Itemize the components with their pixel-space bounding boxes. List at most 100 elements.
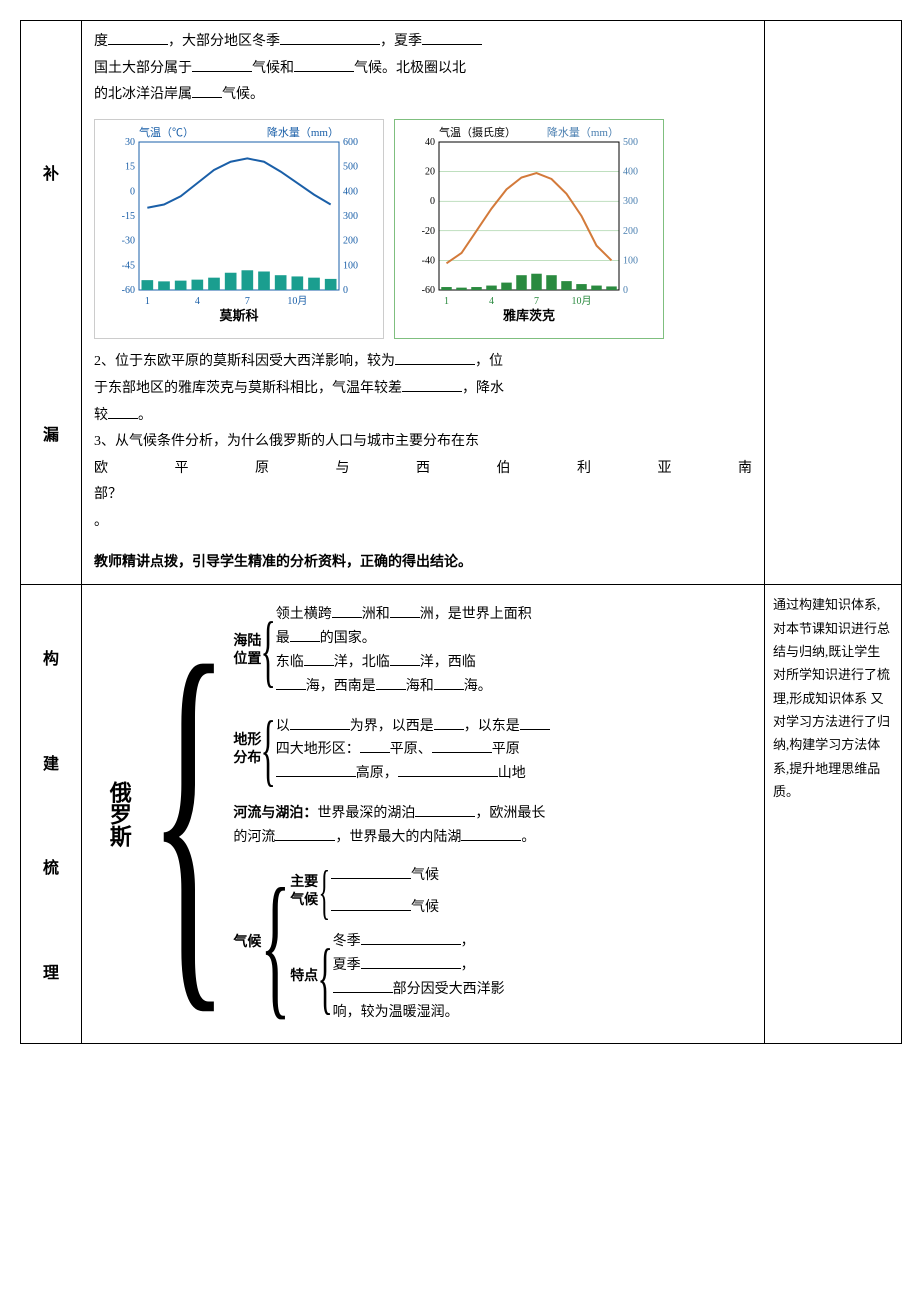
- label-char: 构: [43, 645, 59, 669]
- sub-branch-main-climate: 主要 气候 { 气候 气候: [290, 862, 504, 922]
- blank[interactable]: [376, 675, 406, 690]
- blank[interactable]: [461, 826, 521, 841]
- blank[interactable]: [331, 896, 411, 911]
- justified-line: 欧 平 原 与 西 伯 利 亚 南: [94, 456, 752, 483]
- blank[interactable]: [192, 57, 252, 72]
- svg-text:200: 200: [343, 235, 358, 246]
- svg-text:40: 40: [425, 137, 435, 148]
- label-char: 建: [43, 750, 59, 774]
- branch-label: 特点: [290, 968, 318, 986]
- blank[interactable]: [276, 675, 306, 690]
- svg-text:-45: -45: [122, 260, 135, 271]
- svg-text:10月: 10月: [287, 295, 307, 307]
- svg-text:7: 7: [534, 296, 539, 307]
- paragraph: 2、位于东欧平原的莫斯科因受大西洋影响，较为，位: [94, 349, 752, 376]
- svg-text:-40: -40: [422, 255, 435, 266]
- blank[interactable]: [108, 30, 168, 45]
- svg-text:-60: -60: [422, 285, 435, 296]
- blank[interactable]: [402, 377, 462, 392]
- chart-moscow: 气温（℃）降水量（mm）30150-15-30-45-6060050040030…: [94, 119, 384, 340]
- label-char: 梳: [43, 854, 59, 878]
- branch-sealand: 海陆 位置 { 领土横跨洲和洲，是世界上面积 最的国家。 东临洋，北临洋，西临 …: [233, 603, 549, 698]
- svg-text:1: 1: [444, 296, 449, 307]
- svg-text:4: 4: [195, 296, 200, 307]
- paragraph: 国土大部分属于气候和气候。北极圈以北: [94, 56, 752, 83]
- svg-text:-60: -60: [122, 285, 135, 296]
- svg-text:600: 600: [343, 137, 358, 148]
- blank[interactable]: [520, 715, 550, 730]
- svg-text:300: 300: [343, 211, 358, 222]
- svg-text:0: 0: [430, 196, 435, 207]
- section-label-goujian: 构 建 梳 理: [21, 585, 82, 1043]
- note-text: 通过构建知识体系,对本节课知识进行总结与归纳,既让学生对所学知识进行了梳理,形成…: [773, 597, 890, 799]
- blank[interactable]: [192, 83, 222, 98]
- svg-text:100: 100: [343, 260, 358, 271]
- blank[interactable]: [290, 715, 350, 730]
- brace-icon: {: [148, 603, 229, 1025]
- blank[interactable]: [333, 978, 393, 993]
- climate-chart-svg: 气温（摄氏度）降水量（mm）40200-20-40-60500400300200…: [399, 124, 659, 324]
- paragraph: 度，大部分地区冬季，夏季: [94, 29, 752, 56]
- blank[interactable]: [108, 404, 138, 419]
- paragraph: 部？: [94, 482, 752, 509]
- svg-text:30: 30: [125, 137, 135, 148]
- blank[interactable]: [432, 738, 492, 753]
- section-goujian: 构 建 梳 理 俄罗斯 { 海陆 位置 { 领土横跨洲和洲，是世界上面积 最的国…: [21, 585, 901, 1043]
- climate-chart-svg: 气温（℃）降水量（mm）30150-15-30-45-6060050040030…: [99, 124, 379, 324]
- branch-content: 气候 气候: [331, 864, 439, 920]
- svg-text:15: 15: [125, 161, 135, 172]
- svg-text:10月: 10月: [572, 295, 592, 307]
- branch-content: 冬季， 夏季， 部分因受大西洋影 响，较为温暖湿润。: [333, 930, 505, 1025]
- margin-notes: 通过构建知识体系,对本节课知识进行总结与归纳,既让学生对所学知识进行了梳理,形成…: [765, 585, 901, 1043]
- svg-text:300: 300: [623, 196, 638, 207]
- branch-list: 海陆 位置 { 领土横跨洲和洲，是世界上面积 最的国家。 东临洋，北临洋，西临 …: [233, 603, 549, 1025]
- svg-text:400: 400: [343, 186, 358, 197]
- blank[interactable]: [280, 30, 380, 45]
- brace-icon: {: [261, 710, 276, 790]
- blank[interactable]: [361, 954, 461, 969]
- blank[interactable]: [331, 864, 411, 879]
- label-char: 补: [43, 160, 59, 184]
- paragraph: 。: [94, 509, 752, 536]
- blank[interactable]: [390, 651, 420, 666]
- branch-label: 气候: [233, 934, 261, 952]
- svg-text:500: 500: [343, 161, 358, 172]
- svg-text:降水量（mm）: 降水量（mm）: [547, 125, 619, 139]
- blank[interactable]: [275, 826, 335, 841]
- blank[interactable]: [360, 738, 390, 753]
- blank[interactable]: [395, 350, 475, 365]
- paragraph: 3、从气候条件分析，为什么俄罗斯的人口与城市主要分布在东: [94, 429, 752, 456]
- blank[interactable]: [434, 675, 464, 690]
- svg-text:0: 0: [623, 285, 628, 296]
- blank[interactable]: [276, 762, 356, 777]
- blank[interactable]: [332, 603, 362, 618]
- blank[interactable]: [434, 715, 464, 730]
- section-content: 俄罗斯 { 海陆 位置 { 领土横跨洲和洲，是世界上面积 最的国家。 东临洋，北…: [82, 585, 765, 1043]
- svg-text:雅库茨克: 雅库茨克: [503, 308, 555, 323]
- branch-label: 海陆 位置: [233, 633, 261, 669]
- blank[interactable]: [422, 30, 482, 45]
- svg-text:-20: -20: [422, 226, 435, 237]
- blank[interactable]: [398, 762, 498, 777]
- svg-text:7: 7: [245, 296, 250, 307]
- branch-rivers: 河流与湖泊：世界最深的湖泊，欧洲最长 的河流，世界最大的内陆湖。: [233, 802, 549, 850]
- brace-icon: {: [319, 862, 331, 922]
- svg-text:1: 1: [145, 296, 150, 307]
- section-content: 度，大部分地区冬季，夏季 国土大部分属于气候和气候。北极圈以北 的北冰洋沿岸属气…: [82, 21, 765, 584]
- sub-branch-list: 主要 气候 { 气候 气候 特点 {: [290, 862, 504, 1025]
- svg-text:0: 0: [130, 186, 135, 197]
- blank[interactable]: [294, 57, 354, 72]
- concept-map: 俄罗斯 { 海陆 位置 { 领土横跨洲和洲，是世界上面积 最的国家。 东临洋，北…: [94, 603, 752, 1025]
- blank[interactable]: [304, 651, 334, 666]
- charts-row: 气温（℃）降水量（mm）30150-15-30-45-6060050040030…: [94, 119, 752, 340]
- blank[interactable]: [415, 802, 475, 817]
- blank[interactable]: [390, 603, 420, 618]
- svg-text:100: 100: [623, 255, 638, 266]
- blank[interactable]: [290, 627, 320, 642]
- branch-terrain: 地形 分布 { 以为界，以西是，以东是 四大地形区：平原、平原 高原，山地: [233, 710, 549, 790]
- worksheet-page: 补 漏 度，大部分地区冬季，夏季 国土大部分属于气候和气候。北极圈以北 的北冰洋…: [20, 20, 902, 1044]
- brace-icon: {: [318, 938, 333, 1018]
- blank[interactable]: [361, 930, 461, 945]
- svg-text:降水量（mm）: 降水量（mm）: [267, 125, 339, 139]
- root-label: 俄罗斯: [94, 603, 144, 1025]
